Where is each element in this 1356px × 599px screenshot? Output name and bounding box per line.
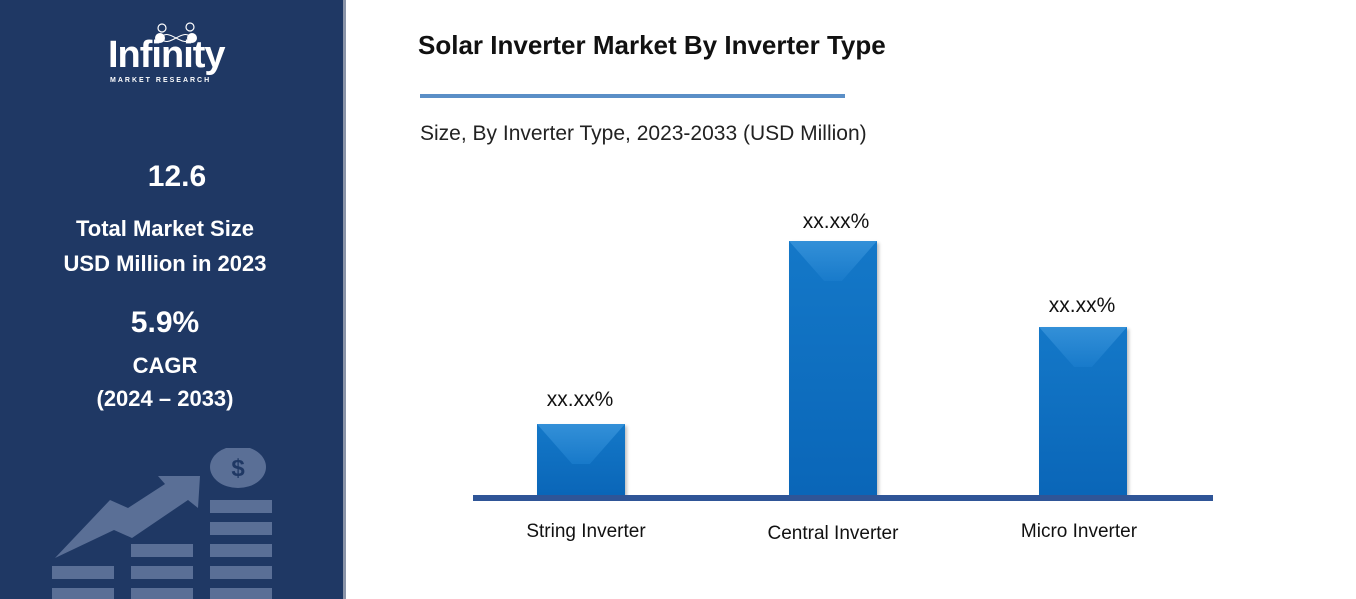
sidebar-divider bbox=[343, 0, 346, 599]
data-label-central: xx.xx% bbox=[802, 210, 870, 233]
bar-central-inverter bbox=[789, 241, 877, 495]
x-axis-line bbox=[473, 495, 1213, 501]
category-label-micro: Micro Inverter bbox=[1020, 521, 1138, 542]
bar-micro-inverter bbox=[1039, 327, 1127, 495]
bar-string-inverter bbox=[537, 424, 625, 495]
chart-title: Solar Inverter Market By Inverter Type bbox=[418, 30, 886, 60]
growth-chart-dollar-icon: $ bbox=[52, 448, 272, 599]
chart-subtitle: Size, By Inverter Type, 2023-2033 (USD M… bbox=[420, 122, 867, 145]
market-size-label: Total Market Size bbox=[75, 216, 255, 241]
cagr-value: 5.9% bbox=[130, 306, 200, 339]
market-size-unit: USD Million in 2023 bbox=[63, 251, 267, 276]
logo-figures-icon bbox=[155, 22, 197, 43]
category-label-string: String Inverter bbox=[526, 521, 646, 542]
logo-subtitle: MARKET RESEARCH bbox=[110, 77, 212, 84]
cagr-period: (2024 – 2033) bbox=[96, 386, 234, 411]
market-size-value: 12.6 bbox=[147, 160, 207, 193]
title-underline bbox=[420, 94, 845, 98]
logo-wordmark: Infinity bbox=[108, 34, 226, 76]
infinity-logo: Infinity MARKET RESEARCH bbox=[100, 22, 250, 92]
category-label-central: Central Inverter bbox=[767, 523, 899, 544]
data-label-micro: xx.xx% bbox=[1048, 294, 1116, 317]
cagr-label: CAGR bbox=[132, 353, 198, 378]
data-label-string: xx.xx% bbox=[546, 388, 614, 411]
svg-text:$: $ bbox=[231, 455, 245, 482]
sidebar: Infinity MARKET RESEARCH 12.6 Total Mark… bbox=[0, 0, 343, 599]
